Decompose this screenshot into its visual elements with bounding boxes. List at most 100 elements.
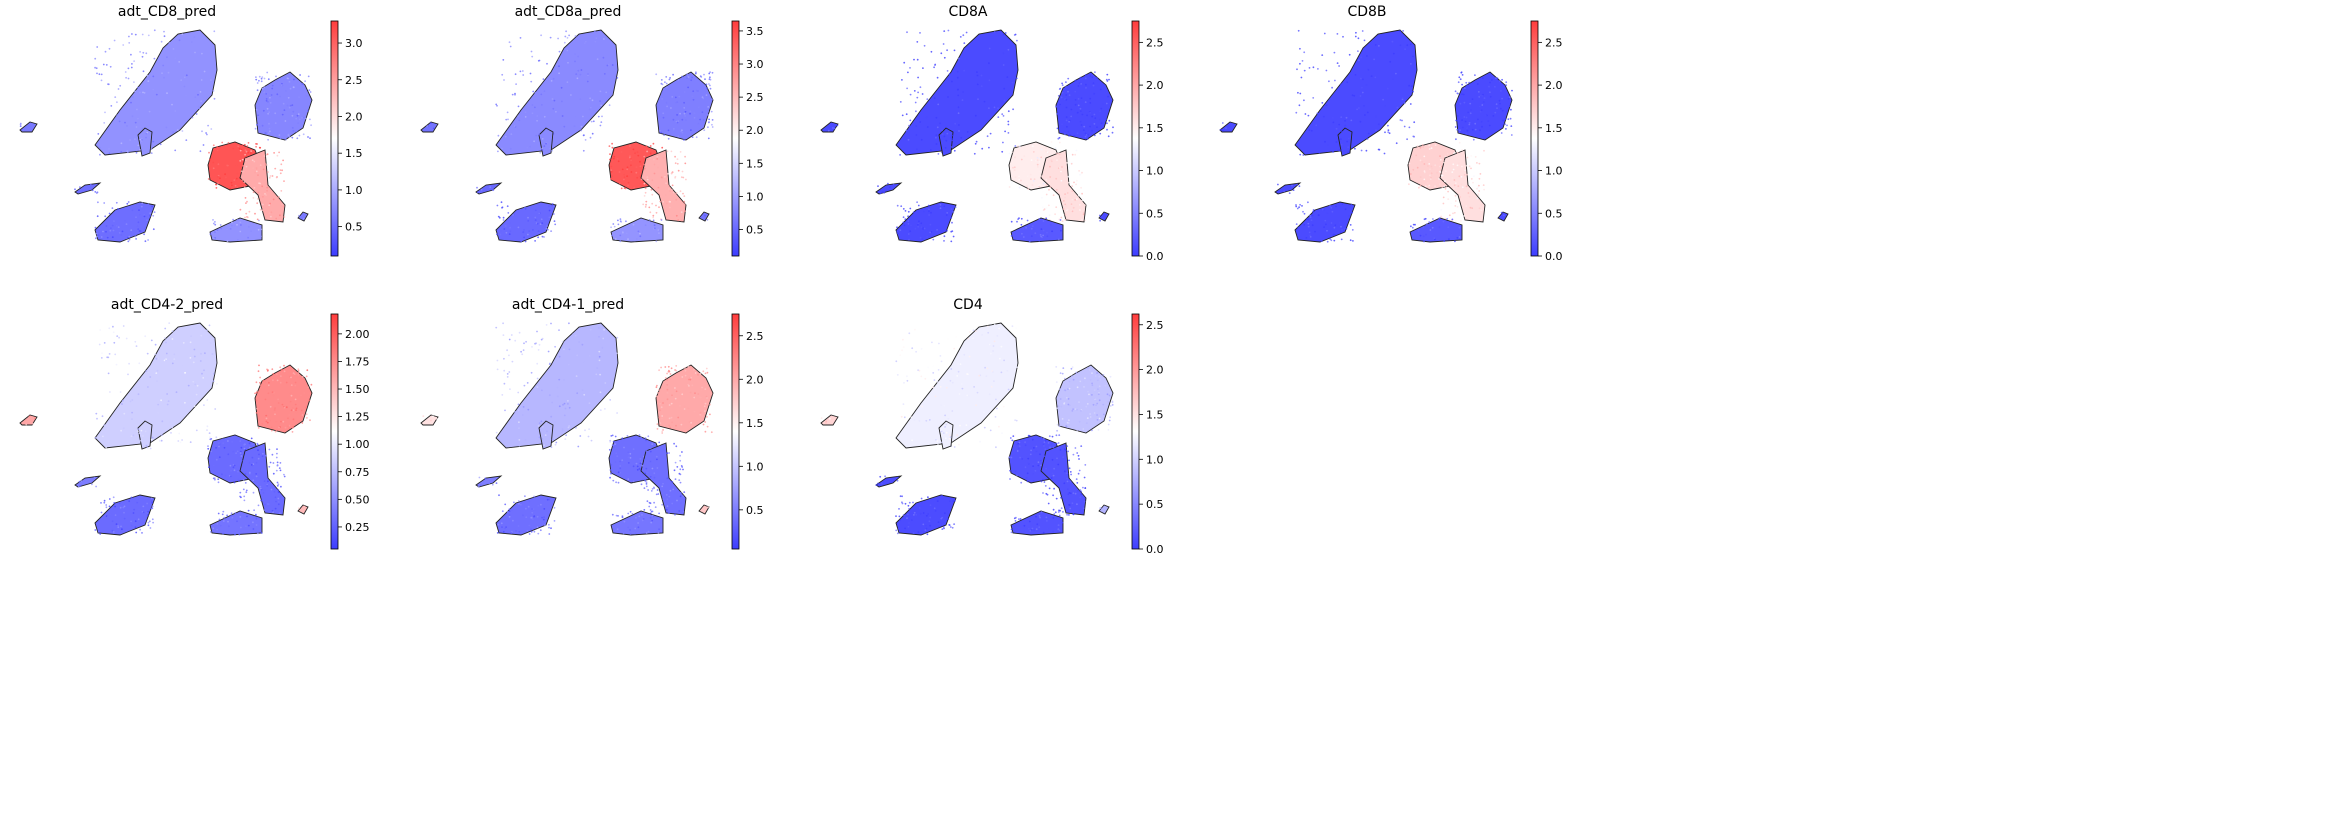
cell-point	[679, 502, 682, 504]
cell-point	[996, 335, 999, 337]
cell-point	[1355, 31, 1357, 34]
cell-point	[945, 423, 948, 426]
cell-point	[939, 203, 942, 206]
cell-point	[245, 155, 247, 158]
cell-point	[1019, 518, 1022, 520]
cell-point	[1011, 439, 1014, 442]
cell-point	[1477, 118, 1479, 121]
cell-point	[689, 378, 692, 381]
cell-point	[644, 224, 647, 227]
cell-point	[537, 532, 540, 535]
cell-point	[911, 519, 913, 521]
cell-point	[511, 509, 513, 511]
cell-point	[1040, 480, 1043, 483]
cell-point	[623, 178, 625, 181]
cell-point	[555, 441, 558, 444]
cell-point	[641, 511, 643, 514]
cell-point	[103, 499, 106, 502]
cell-point	[1505, 84, 1507, 87]
cell-point	[540, 93, 543, 96]
cell-point	[165, 352, 168, 355]
cell-point	[1307, 218, 1310, 221]
cell-point	[280, 375, 282, 377]
cell-point	[1432, 218, 1434, 220]
cell-point	[135, 531, 138, 534]
cell-point	[1072, 206, 1075, 209]
cell-point	[1065, 106, 1068, 109]
cell-point	[631, 185, 634, 188]
cell-point	[143, 222, 146, 224]
cell-point	[107, 356, 110, 359]
cell-point	[1067, 398, 1070, 400]
cell-point	[222, 442, 225, 445]
cell-point	[694, 372, 697, 374]
cell-point	[913, 90, 916, 92]
cell-point	[1495, 103, 1498, 106]
cell-point	[969, 331, 971, 333]
cell-point	[1440, 215, 1442, 218]
cell-point	[259, 489, 262, 492]
cell-point	[518, 439, 521, 441]
cell-point	[1329, 238, 1332, 241]
cell-point	[1036, 523, 1039, 526]
cell-point	[944, 512, 946, 515]
cell-point	[666, 383, 669, 386]
cell-point	[1063, 389, 1066, 392]
cell-point	[655, 204, 657, 207]
cell-point	[619, 460, 621, 463]
cell-point	[881, 482, 883, 485]
cell-point	[140, 140, 143, 142]
cell-point	[1456, 205, 1459, 208]
cell-point	[1050, 141, 1053, 143]
cell-point	[1050, 443, 1053, 445]
cell-point	[553, 99, 556, 102]
cell-point	[1038, 184, 1041, 186]
cell-point	[185, 94, 187, 97]
cell-point	[1001, 150, 1004, 153]
cell-point	[610, 226, 612, 229]
cell-point	[146, 219, 148, 222]
cell-point	[553, 506, 556, 509]
cell-point	[1292, 189, 1295, 192]
cell-point	[118, 336, 120, 339]
cell-point	[291, 427, 294, 429]
cell-point	[288, 427, 290, 430]
cell-point	[1389, 60, 1392, 63]
cell-point	[97, 133, 100, 135]
cell-point	[265, 420, 268, 423]
cell-point	[1011, 182, 1013, 184]
cell-point	[1446, 152, 1449, 155]
cell-point	[943, 30, 946, 32]
cell-point	[545, 227, 548, 230]
cell-point	[958, 57, 960, 60]
cell-point	[1438, 178, 1440, 180]
cell-point	[1409, 173, 1412, 175]
cell-point	[1329, 205, 1331, 207]
cell-point	[290, 376, 292, 379]
cell-point	[278, 151, 280, 154]
cell-point	[255, 108, 258, 111]
cell-point	[950, 216, 953, 219]
cell-point	[644, 206, 647, 208]
cell-point	[1072, 453, 1075, 456]
cell-point	[1066, 192, 1069, 194]
cell-point	[1111, 131, 1114, 134]
cell-point	[947, 518, 950, 520]
cell-point	[951, 230, 954, 233]
cell-point	[295, 411, 298, 414]
cell-point	[581, 343, 584, 346]
cell-point	[1498, 99, 1501, 102]
cell-point	[1048, 188, 1050, 191]
cluster-bottom-left	[495, 201, 557, 243]
cell-point	[662, 157, 665, 159]
cell-point	[670, 416, 673, 419]
cell-point	[658, 441, 661, 444]
cell-point	[1366, 137, 1369, 140]
cell-point	[1373, 58, 1375, 61]
cell-point	[496, 204, 499, 207]
cell-point	[912, 211, 915, 214]
cell-point	[240, 526, 242, 529]
cell-point	[276, 154, 279, 157]
cell-point	[268, 381, 270, 384]
cell-point	[259, 485, 262, 488]
